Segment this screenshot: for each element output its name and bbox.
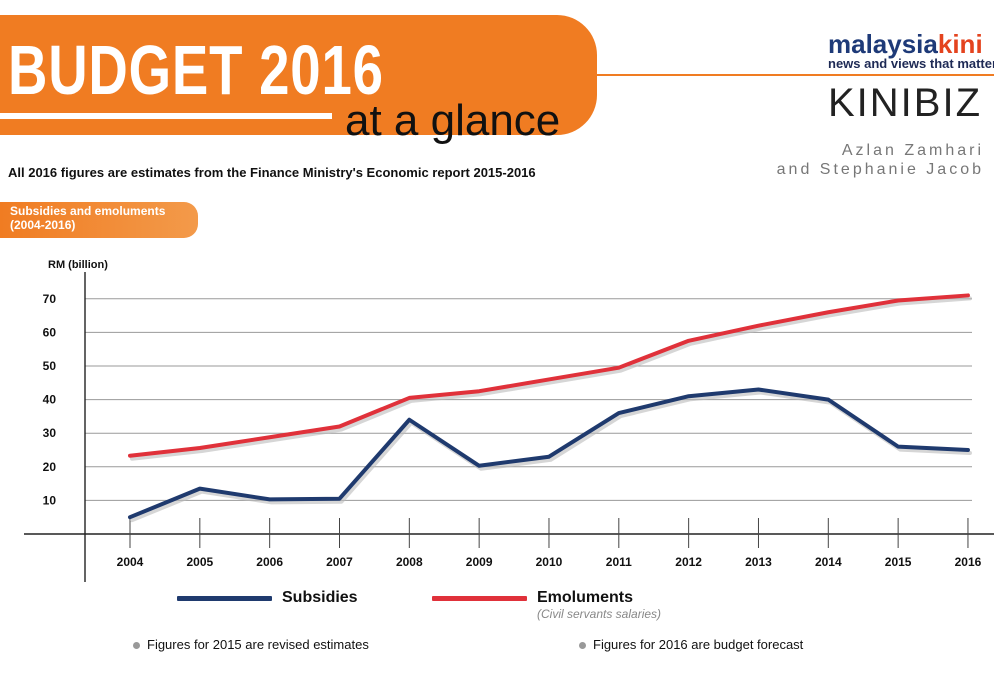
y-tick-20: 20 (43, 460, 57, 474)
logo-tagline: news and views that matter (828, 56, 994, 71)
x-tick-2016: 2016 (955, 555, 982, 569)
x-tick-2004: 2004 (117, 555, 144, 569)
x-tick-2008: 2008 (396, 555, 423, 569)
figures-note: All 2016 figures are estimates from the … (8, 165, 536, 180)
header-rule (597, 74, 994, 76)
x-tick-2007: 2007 (326, 555, 353, 569)
bullet-icon (579, 642, 586, 650)
y-tick-40: 40 (43, 393, 57, 407)
footnote-2016-text: Figures for 2016 are budget forecast (593, 637, 804, 652)
x-tick-labels: 2004 2005 2006 2007 2008 2009 2010 2011 2012 2013… (117, 555, 982, 569)
kinibiz-logo: KINIBIZ (828, 81, 983, 125)
y-tick-labels: 10 20 30 40 50 60 70 (43, 292, 57, 508)
y-tick-60: 60 (43, 325, 57, 339)
section-badge (0, 202, 198, 238)
y-tick-70: 70 (43, 292, 57, 306)
page-title: BUDGET 2016 (8, 31, 384, 109)
footnote-2015: Figures for 2015 are revised estimates (133, 637, 369, 652)
x-tick-2014: 2014 (815, 555, 842, 569)
x-tick-2010: 2010 (536, 555, 563, 569)
series-lines (128, 293, 972, 523)
legend-emoluments-label: Emoluments (537, 589, 634, 606)
page-subtitle: at a glance (345, 96, 561, 145)
legend-emoluments-swatch (432, 596, 527, 601)
banner-divider (0, 113, 332, 119)
footnote-2016: Figures for 2016 are budget forecast (579, 637, 803, 652)
series-emoluments-line (128, 293, 970, 458)
footnote-2015-text: Figures for 2015 are revised estimates (147, 637, 369, 652)
author-line-1: Azlan Zamhari (841, 142, 984, 159)
legend-emoluments-sublabel: (Civil servants salaries) (537, 607, 662, 621)
y-axis-label: RM (billion) (48, 259, 108, 271)
author-line-2: and Stephanie Jacob (776, 161, 984, 178)
x-tick-2012: 2012 (675, 555, 702, 569)
grid-lines (85, 298, 972, 501)
x-tick-2015: 2015 (885, 555, 912, 569)
logo-kini: kini (937, 29, 983, 59)
y-tick-30: 30 (43, 426, 57, 440)
series-subsidies-line (128, 387, 970, 520)
header-banner: BUDGET 2016 at a glance (0, 15, 597, 145)
section-title: Subsidies and emoluments (10, 204, 166, 218)
malaysiakini-logo: malaysiakini (828, 30, 983, 58)
legend-subsidies-label: Subsidies (282, 589, 358, 606)
x-tick-2005: 2005 (186, 555, 213, 569)
series-emoluments-shadow (130, 296, 972, 461)
axes (24, 272, 994, 582)
y-tick-50: 50 (43, 359, 57, 373)
x-tick-2006: 2006 (256, 555, 283, 569)
legend-subsidies-swatch (177, 596, 272, 601)
x-tick-2011: 2011 (606, 555, 632, 569)
y-tick-10: 10 (43, 493, 57, 507)
section-range: (2004-2016) (10, 218, 76, 232)
x-tick-2009: 2009 (466, 555, 493, 569)
x-tick-2013: 2013 (745, 555, 772, 569)
bullet-icon (133, 642, 140, 650)
logo-malaysia: malaysia (828, 29, 938, 59)
